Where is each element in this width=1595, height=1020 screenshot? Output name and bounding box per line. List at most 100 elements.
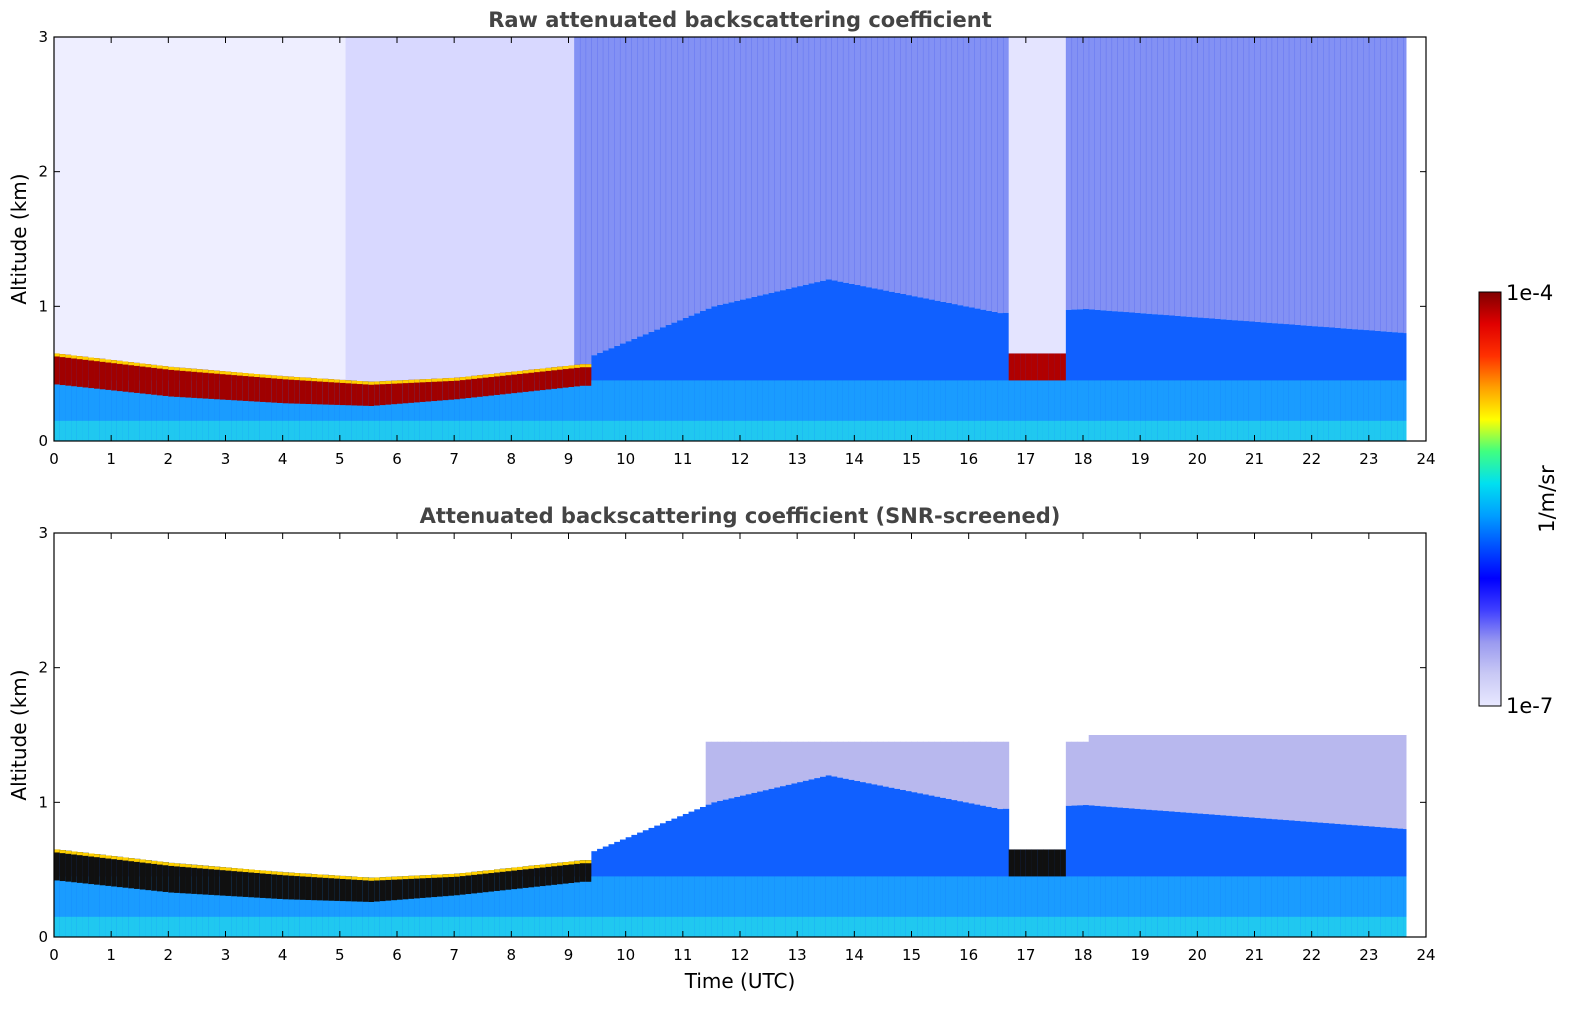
boundary-layer-lower xyxy=(671,380,678,441)
aerosol-column xyxy=(1237,735,1244,817)
cloud-edge xyxy=(471,375,478,379)
boundary-layer-bottom xyxy=(1368,916,1376,937)
boundary-layer-lower xyxy=(334,380,341,441)
boundary-layer-bottom xyxy=(551,420,558,441)
boundary-layer-column xyxy=(1094,309,1101,441)
cloud-edge xyxy=(494,869,501,873)
boundary-layer-bottom xyxy=(940,916,947,937)
boundary-layer-lower xyxy=(677,380,684,441)
boundary-layer-bottom xyxy=(1385,916,1393,937)
cloud-column xyxy=(385,380,392,405)
boundary-layer-bottom xyxy=(179,916,186,937)
boundary-layer-bottom xyxy=(791,916,798,937)
cloud-column xyxy=(1014,353,1021,381)
aerosol-column xyxy=(1397,735,1404,829)
panel-raw-ylabel: Altitude (km) xyxy=(7,173,31,304)
noise-column xyxy=(522,37,529,371)
boundary-layer-column xyxy=(865,287,872,441)
boundary-layer-lower xyxy=(917,380,924,441)
boundary-layer-lower xyxy=(797,380,804,441)
boundary-layer-bottom xyxy=(825,916,832,937)
cloud-edge xyxy=(539,368,547,372)
noise-column xyxy=(276,37,284,376)
boundary-layer-lower xyxy=(259,380,267,441)
cloud-edge xyxy=(282,376,289,380)
boundary-layer-bottom xyxy=(940,420,947,441)
boundary-layer-lower xyxy=(1243,876,1250,937)
noise-column xyxy=(1363,37,1370,331)
boundary-layer-bottom xyxy=(1317,420,1324,441)
cloud-column xyxy=(494,373,501,395)
noise-column xyxy=(1243,37,1250,322)
x-tick-label: 12 xyxy=(730,450,749,468)
boundary-layer-lower xyxy=(1231,380,1238,441)
boundary-layer-column xyxy=(1002,808,1010,937)
noise-column xyxy=(682,37,690,318)
boundary-layer-column xyxy=(877,785,884,937)
cloud-column xyxy=(185,368,192,398)
cloud-column xyxy=(419,875,427,898)
cloud-column xyxy=(196,369,204,399)
boundary-layer-lower xyxy=(688,876,695,937)
boundary-layer-lower xyxy=(699,380,707,441)
boundary-layer-bottom xyxy=(71,916,78,937)
cloud-column xyxy=(294,377,301,404)
boundary-layer-bottom xyxy=(219,916,226,937)
cloud-edge xyxy=(145,860,152,864)
boundary-layer-bottom xyxy=(1077,916,1084,937)
boundary-layer-bottom xyxy=(1254,420,1261,441)
cloud-column xyxy=(242,373,249,401)
cloud-column xyxy=(71,355,78,387)
cloud-edge xyxy=(122,857,129,861)
noise-column xyxy=(65,37,72,355)
cloud-column xyxy=(459,873,467,895)
cloud-edge xyxy=(454,377,461,381)
boundary-layer-lower xyxy=(894,876,901,937)
boundary-layer-lower xyxy=(1271,876,1278,937)
boundary-layer-lower xyxy=(568,876,575,937)
boundary-layer-bottom xyxy=(1345,916,1353,937)
boundary-layer-lower xyxy=(1014,380,1021,441)
boundary-layer-lower xyxy=(1340,876,1347,937)
cloud-column xyxy=(448,873,455,896)
boundary-layer-lower xyxy=(276,380,284,441)
noise-column xyxy=(820,37,827,281)
boundary-layer-lower xyxy=(917,876,924,937)
boundary-layer-bottom xyxy=(568,420,575,441)
noise-column xyxy=(654,37,661,330)
boundary-layer-lower xyxy=(928,380,935,441)
noise-column xyxy=(768,37,775,293)
noise-column xyxy=(911,37,918,297)
boundary-layer-column xyxy=(1002,312,1010,441)
boundary-layer-bottom xyxy=(1048,916,1055,937)
boundary-layer-lower xyxy=(1083,876,1090,937)
boundary-layer-bottom xyxy=(985,916,993,937)
boundary-layer-lower xyxy=(1311,876,1318,937)
boundary-layer-bottom xyxy=(1180,916,1187,937)
boundary-layer-lower xyxy=(791,876,798,937)
cloud-edge xyxy=(322,874,329,878)
cloud-edge xyxy=(522,370,529,374)
cloud-edge xyxy=(545,367,552,371)
noise-column xyxy=(1203,37,1210,319)
boundary-layer-lower xyxy=(900,380,907,441)
boundary-layer-bottom xyxy=(1123,420,1130,441)
x-tick-label: 14 xyxy=(845,946,864,964)
cloud-edge xyxy=(328,379,335,383)
boundary-layer-lower xyxy=(1317,876,1324,937)
cloud-edge xyxy=(494,373,501,377)
boundary-layer-lower xyxy=(785,380,792,441)
y-tick-label: 3 xyxy=(38,28,48,46)
boundary-layer-lower xyxy=(625,876,632,937)
cloud-edge xyxy=(116,360,124,364)
boundary-layer-lower xyxy=(682,876,690,937)
boundary-layer-column xyxy=(865,783,872,937)
cloud-edge xyxy=(236,372,244,376)
boundary-layer-lower xyxy=(905,380,912,441)
boundary-layer-bottom xyxy=(814,420,821,441)
boundary-layer-bottom xyxy=(865,420,872,441)
boundary-layer-lower xyxy=(1048,876,1055,937)
x-tick-label: 7 xyxy=(449,450,459,468)
cloud-column xyxy=(219,867,226,896)
boundary-layer-bottom xyxy=(671,420,678,441)
